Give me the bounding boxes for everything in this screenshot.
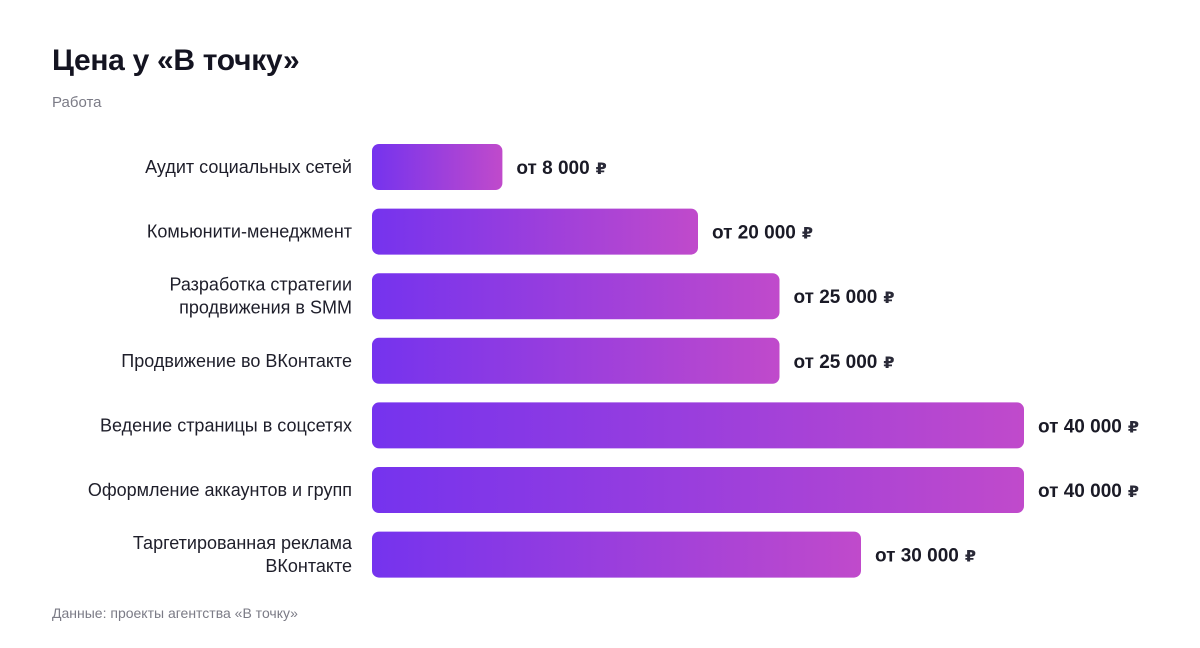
value-label: от 25 000 ₽ xyxy=(794,287,895,308)
source-note: Данные: проекты агентства «В точку» xyxy=(52,605,298,621)
value-label: от 8 000 ₽ xyxy=(516,158,606,179)
bar xyxy=(372,208,698,255)
category-label: Комьюнити-менеджмент xyxy=(147,222,352,242)
value-label: от 20 000 ₽ xyxy=(712,223,813,244)
value-label: от 30 000 ₽ xyxy=(875,546,976,567)
category-label: Аудит социальных сетей xyxy=(145,157,352,177)
chart-title: Цена у «В точку» xyxy=(52,44,300,77)
bar xyxy=(372,144,503,190)
bar xyxy=(372,467,1024,513)
category-label: Разработка стратегии продвижения в SMM xyxy=(169,275,352,318)
bar xyxy=(372,337,780,384)
category-label: Таргетированная реклама ВКонтакте xyxy=(133,533,353,576)
category-label: Оформление аккаунтов и групп xyxy=(88,480,352,500)
bar xyxy=(372,531,861,578)
bars-group: Аудит социальных сетей от 8 000 ₽ Комьюнити… xyxy=(88,144,1139,578)
category-label: Ведение страницы в соцсетях xyxy=(100,415,352,435)
bar xyxy=(372,273,780,320)
chart-subtitle: Работа xyxy=(52,94,102,111)
value-label: от 25 000 ₽ xyxy=(794,352,895,373)
value-label: от 40 000 ₽ xyxy=(1038,416,1139,437)
value-label: от 40 000 ₽ xyxy=(1038,481,1139,502)
bar xyxy=(372,402,1024,449)
category-label: Продвижение во ВКонтакте xyxy=(121,351,352,371)
